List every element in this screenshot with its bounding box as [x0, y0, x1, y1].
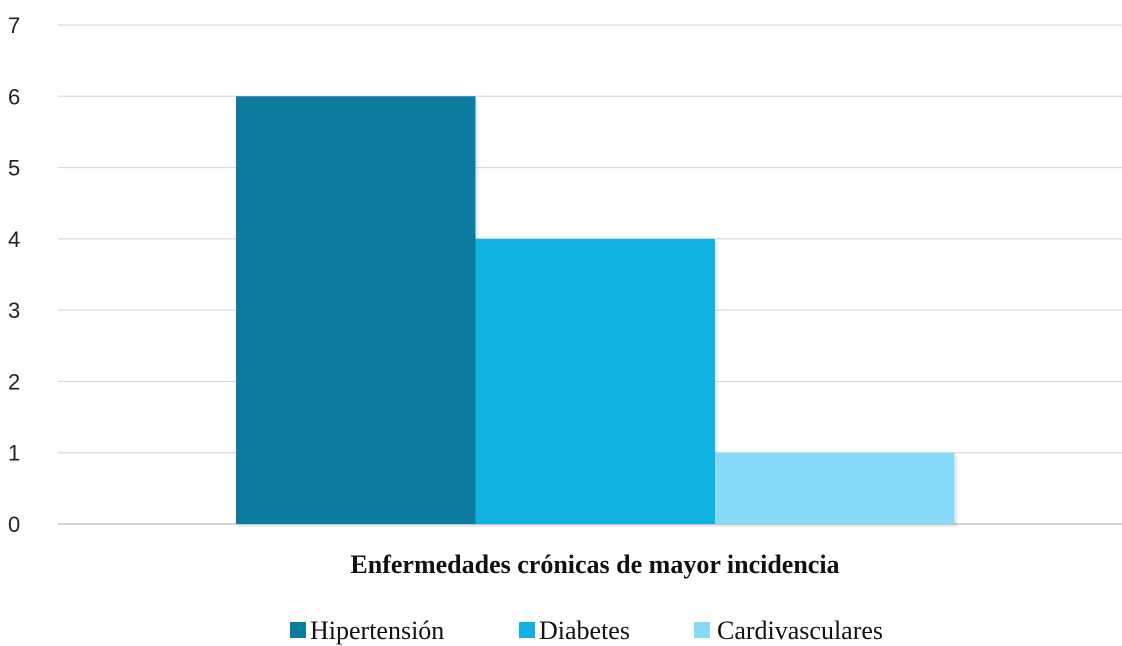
legend-swatch [694, 622, 710, 638]
y-tick-label: 0 [8, 512, 20, 537]
y-axis-ticks: 0 1 2 3 4 5 6 7 [8, 13, 20, 537]
legend-swatch [519, 622, 535, 638]
y-tick-label: 3 [8, 298, 20, 323]
y-tick-label: 6 [8, 84, 20, 109]
legend-label: Hipertensión [310, 616, 444, 645]
y-tick-label: 1 [8, 441, 20, 466]
bar-diabetes [475, 238, 715, 524]
y-tick-label: 4 [8, 227, 20, 252]
x-axis-label: Enfermedades crónicas de mayor incidenci… [350, 550, 839, 579]
bar-cardivasculares [715, 452, 955, 524]
legend: Hipertensión Diabetes Cardivasculares [290, 616, 883, 645]
legend-label: Diabetes [539, 616, 630, 645]
legend-label: Cardivasculares [717, 616, 883, 645]
legend-swatch [290, 622, 306, 638]
y-tick-label: 7 [8, 13, 20, 38]
y-tick-label: 5 [8, 156, 20, 181]
bars [236, 96, 958, 528]
bar-hipertension [236, 96, 476, 525]
y-tick-label: 2 [8, 369, 20, 394]
